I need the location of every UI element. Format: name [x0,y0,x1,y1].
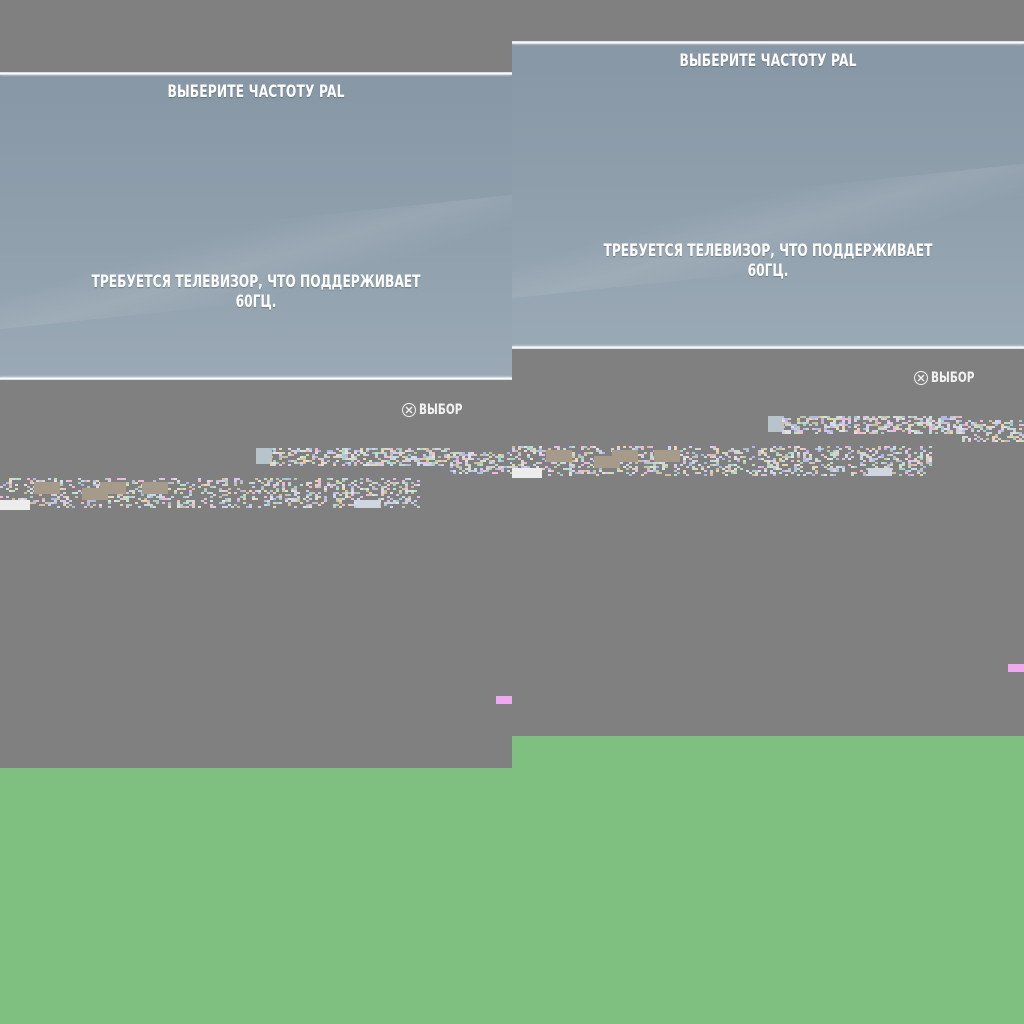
dialog-top-rule [0,72,512,75]
screen-right: ВЫБЕРИТЕ ЧАСТОТУ PAL ТРЕБУЕТСЯ ТЕЛЕВИЗОР… [512,0,1024,736]
dialog-message: ТРЕБУЕТСЯ ТЕЛЕВИЗОР, ЧТО ПОДДЕРЖИВАЕТ 60… [603,241,933,281]
cross-button-icon [914,371,928,385]
cross-button-icon [402,403,416,417]
select-hint-label: ВЫБОР [931,370,975,386]
dialog-message: ТРЕБУЕТСЯ ТЕЛЕВИЗОР, ЧТО ПОДДЕРЖИВАЕТ 60… [91,272,421,312]
screen-left: ВЫБЕРИТЕ ЧАСТОТУ PAL ТРЕБУЕТСЯ ТЕЛЕВИЗОР… [0,0,512,768]
glitch-artifacts [512,416,1024,672]
dialog-title: ВЫБЕРИТЕ ЧАСТОТУ PAL [679,51,857,71]
select-hint[interactable]: ВЫБОР [914,370,989,386]
dialog-top-rule [512,41,1024,44]
select-hint[interactable]: ВЫБОР [402,402,477,418]
pal-frequency-dialog: ВЫБЕРИТЕ ЧАСТОТУ PAL ТРЕБУЕТСЯ ТЕЛЕВИЗОР… [0,72,512,380]
dialog-bottom-rule [0,377,512,380]
glitch-artifacts [0,448,512,704]
select-hint-label: ВЫБОР [419,402,463,418]
dialog-bottom-rule [512,346,1024,349]
pal-frequency-dialog: ВЫБЕРИТЕ ЧАСТОТУ PAL ТРЕБУЕТСЯ ТЕЛЕВИЗОР… [512,41,1024,349]
dialog-title: ВЫБЕРИТЕ ЧАСТОТУ PAL [167,82,345,102]
